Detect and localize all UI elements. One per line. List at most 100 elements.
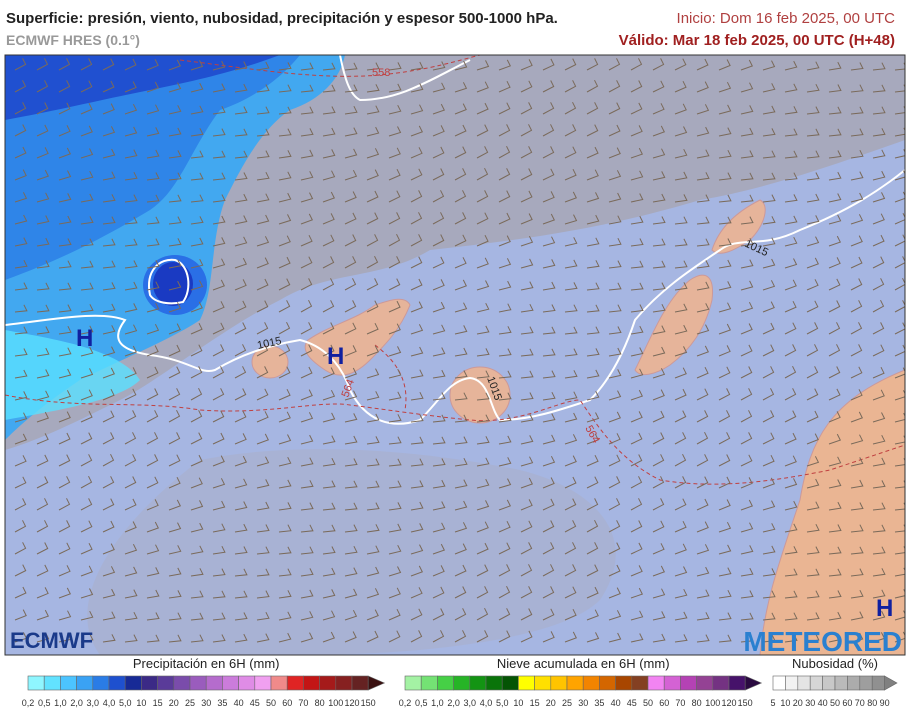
wind-barb bbox=[586, 412, 600, 423]
wind-barb bbox=[630, 238, 644, 247]
wind-barb bbox=[410, 544, 424, 555]
wind-barb bbox=[630, 454, 643, 467]
wind-barb bbox=[894, 322, 905, 335]
wind-barb bbox=[410, 83, 424, 93]
wind-barb bbox=[212, 612, 226, 621]
wind-barb bbox=[608, 610, 622, 621]
wind-barb bbox=[80, 304, 94, 313]
wind-barb bbox=[784, 388, 797, 401]
wind-barb bbox=[212, 194, 226, 203]
thickness-line bbox=[179, 55, 481, 77]
wind-barb bbox=[278, 524, 292, 533]
wind-barb bbox=[58, 325, 72, 335]
wind-barb bbox=[124, 149, 138, 159]
wind-barb bbox=[14, 192, 28, 203]
wind-barb bbox=[652, 543, 665, 555]
legend-swatch bbox=[680, 675, 697, 691]
wind-barb bbox=[762, 128, 776, 137]
wind-barb bbox=[806, 172, 820, 181]
wind-barb bbox=[806, 257, 819, 269]
wind-barb bbox=[146, 499, 159, 511]
wind-barb bbox=[784, 236, 798, 247]
wind-barb bbox=[388, 168, 401, 181]
wind-barb bbox=[124, 476, 137, 489]
wind-barb bbox=[212, 366, 225, 379]
wind-barb bbox=[718, 281, 732, 291]
legend-label: 35 bbox=[594, 698, 604, 708]
wind-barb bbox=[212, 455, 225, 467]
wind-barb bbox=[608, 260, 622, 269]
wind-barb bbox=[190, 387, 203, 401]
wind-barb bbox=[366, 190, 379, 203]
wind-barb bbox=[146, 259, 160, 269]
wind-barb bbox=[498, 258, 512, 269]
wind-barb bbox=[762, 83, 776, 93]
wind-barb bbox=[586, 348, 600, 357]
legend-swatch bbox=[335, 675, 353, 691]
wind-barb bbox=[388, 190, 401, 203]
wind-barb bbox=[388, 83, 402, 93]
wind-barb bbox=[564, 124, 577, 137]
wind-barb bbox=[674, 367, 687, 379]
wind-barb bbox=[36, 369, 50, 379]
wind-barb bbox=[828, 388, 841, 401]
wind-barb bbox=[828, 568, 842, 577]
wind-barb bbox=[146, 589, 160, 599]
wind-barb bbox=[190, 105, 204, 115]
wind-barb bbox=[740, 432, 753, 445]
wind-barb bbox=[564, 146, 577, 159]
wind-barb bbox=[476, 212, 489, 225]
wind-barb bbox=[784, 60, 798, 71]
wind-barb bbox=[476, 81, 489, 93]
wind-barb bbox=[674, 566, 688, 577]
wind-barb bbox=[388, 480, 402, 489]
wind-barb bbox=[256, 479, 270, 489]
wind-barb bbox=[696, 566, 710, 577]
wind-barb bbox=[652, 346, 666, 357]
wind-barb bbox=[608, 192, 622, 203]
wind-barb bbox=[476, 607, 489, 621]
wind-barb bbox=[454, 103, 467, 115]
wind-barb bbox=[278, 278, 291, 291]
wind-barb bbox=[564, 259, 578, 269]
wind-barb bbox=[564, 58, 577, 71]
wind-barb bbox=[410, 608, 423, 621]
wind-barb bbox=[14, 124, 27, 137]
wind-barb bbox=[828, 235, 842, 247]
wind-barb bbox=[300, 128, 314, 137]
wind-barb bbox=[14, 455, 27, 467]
wind-barb bbox=[432, 369, 446, 379]
wind-barb bbox=[630, 633, 644, 643]
wind-barb bbox=[388, 147, 401, 159]
wind-barb bbox=[652, 238, 666, 247]
wind-barb bbox=[36, 58, 49, 71]
wind-barb bbox=[146, 454, 159, 467]
wind-barb bbox=[850, 171, 864, 181]
wind-barb bbox=[14, 58, 27, 71]
wind-barb bbox=[718, 567, 732, 577]
wind-barb bbox=[586, 542, 599, 555]
wind-barb bbox=[784, 258, 798, 269]
wind-barb bbox=[58, 432, 71, 445]
wind-barb bbox=[630, 542, 643, 555]
wind-barb bbox=[124, 454, 137, 467]
wind-barb bbox=[740, 172, 754, 181]
wind-barb bbox=[520, 235, 534, 247]
wind-barb bbox=[256, 344, 269, 357]
wind-barb bbox=[718, 388, 731, 401]
legend-label: 60 bbox=[842, 698, 852, 708]
wind-barb bbox=[36, 632, 50, 643]
wind-barb bbox=[388, 544, 402, 555]
legend-swatch bbox=[351, 675, 369, 691]
wind-barb bbox=[14, 498, 27, 511]
legend-label: 2,0 bbox=[70, 698, 83, 708]
wind-barb bbox=[58, 565, 71, 577]
wind-barb bbox=[344, 62, 358, 71]
wind-barb bbox=[80, 216, 94, 225]
wind-barb bbox=[674, 453, 687, 467]
wind-barb bbox=[520, 586, 533, 599]
wind-barb bbox=[476, 457, 490, 467]
wind-barb bbox=[564, 101, 577, 115]
legend-swatch bbox=[124, 675, 142, 691]
wind-barb bbox=[80, 170, 94, 181]
